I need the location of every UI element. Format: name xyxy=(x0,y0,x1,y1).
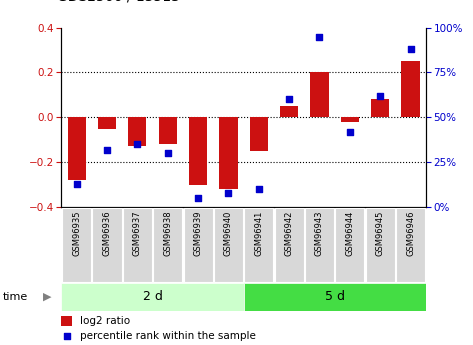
Point xyxy=(194,195,202,201)
FancyBboxPatch shape xyxy=(123,208,152,282)
Point xyxy=(285,97,293,102)
Text: GSM96942: GSM96942 xyxy=(285,211,294,256)
Point xyxy=(377,93,384,99)
Bar xyxy=(98,117,116,128)
Bar xyxy=(280,106,298,117)
Text: GSM96945: GSM96945 xyxy=(376,211,385,256)
FancyBboxPatch shape xyxy=(214,208,243,282)
Point xyxy=(73,181,80,186)
Point xyxy=(133,141,141,147)
FancyBboxPatch shape xyxy=(366,208,395,282)
Point xyxy=(346,129,354,135)
Bar xyxy=(158,117,177,144)
Point xyxy=(103,147,111,152)
Text: log2 ratio: log2 ratio xyxy=(79,316,130,326)
Bar xyxy=(219,117,237,189)
Bar xyxy=(244,283,426,310)
Text: GSM96943: GSM96943 xyxy=(315,211,324,256)
Text: GSM96938: GSM96938 xyxy=(163,211,172,256)
Bar xyxy=(189,117,207,185)
FancyBboxPatch shape xyxy=(244,208,273,282)
Text: GSM96935: GSM96935 xyxy=(72,211,81,256)
Bar xyxy=(61,283,244,310)
Text: 2 d: 2 d xyxy=(142,290,163,303)
Text: time: time xyxy=(2,292,27,302)
Text: 5 d: 5 d xyxy=(324,290,345,303)
Text: GSM96946: GSM96946 xyxy=(406,211,415,256)
Bar xyxy=(61,316,72,326)
Text: GSM96937: GSM96937 xyxy=(133,211,142,256)
Text: GSM96940: GSM96940 xyxy=(224,211,233,256)
Point xyxy=(255,186,263,192)
Bar xyxy=(371,99,389,117)
Point xyxy=(225,190,232,195)
FancyBboxPatch shape xyxy=(92,208,122,282)
Point xyxy=(63,333,71,339)
FancyBboxPatch shape xyxy=(62,208,91,282)
Bar xyxy=(341,117,359,122)
Text: GSM96936: GSM96936 xyxy=(103,211,112,256)
Text: GSM96941: GSM96941 xyxy=(254,211,263,256)
Text: GSM96944: GSM96944 xyxy=(345,211,354,256)
Text: GDS2566 / 13513: GDS2566 / 13513 xyxy=(57,0,180,3)
FancyBboxPatch shape xyxy=(274,208,304,282)
Point xyxy=(315,34,323,39)
Bar xyxy=(310,72,329,117)
Point xyxy=(164,150,172,156)
Text: ▶: ▶ xyxy=(43,292,51,302)
FancyBboxPatch shape xyxy=(396,208,425,282)
FancyBboxPatch shape xyxy=(153,208,182,282)
Text: GSM96939: GSM96939 xyxy=(193,211,202,256)
FancyBboxPatch shape xyxy=(184,208,213,282)
Bar xyxy=(68,117,86,180)
Bar xyxy=(250,117,268,151)
Point xyxy=(407,46,414,52)
Text: percentile rank within the sample: percentile rank within the sample xyxy=(79,331,255,341)
FancyBboxPatch shape xyxy=(335,208,364,282)
Bar xyxy=(402,61,420,117)
Bar xyxy=(128,117,147,146)
FancyBboxPatch shape xyxy=(305,208,334,282)
